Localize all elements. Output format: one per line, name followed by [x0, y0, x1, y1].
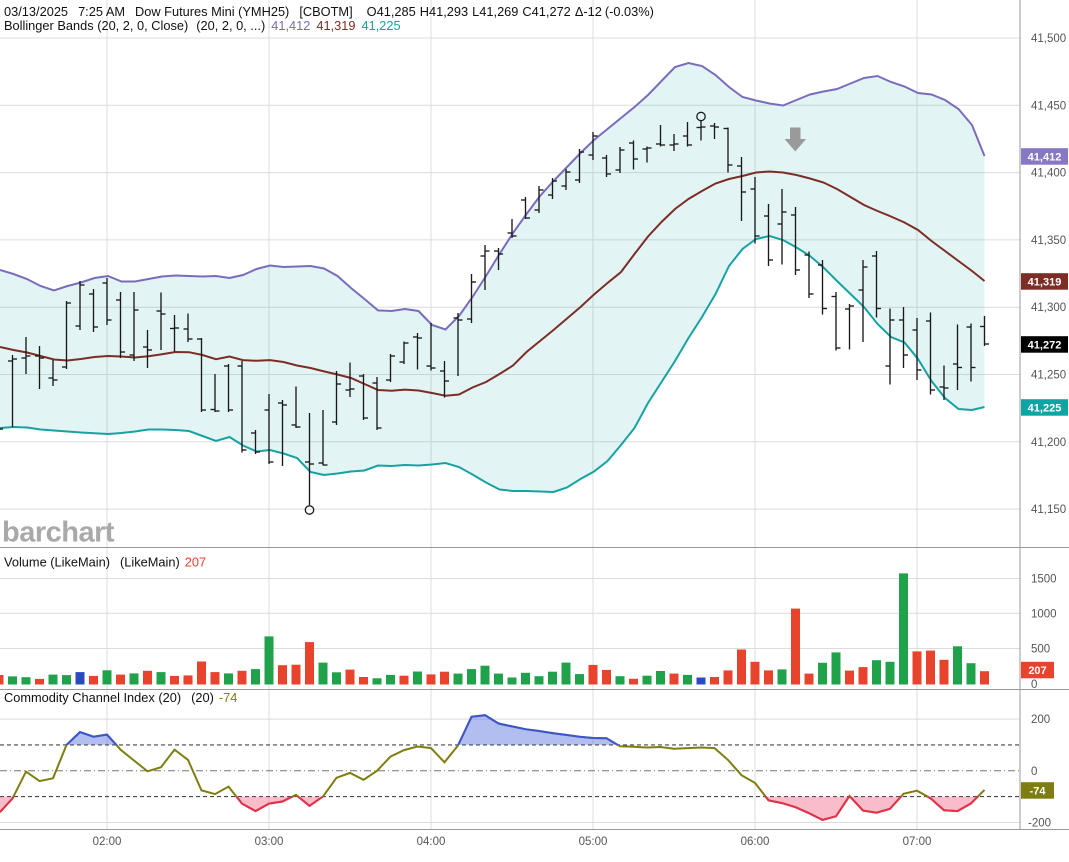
svg-text:41,500: 41,500	[1031, 33, 1066, 45]
svg-text:41,450: 41,450	[1031, 100, 1066, 112]
svg-text:41,225: 41,225	[1028, 403, 1062, 415]
svg-text:Commodity Channel Index (20)(2: Commodity Channel Index (20) (20) -74	[4, 690, 237, 705]
svg-text:500: 500	[1031, 644, 1050, 656]
svg-text:41,200: 41,200	[1031, 437, 1066, 449]
svg-text:05:00: 05:00	[579, 836, 608, 848]
svg-text:41,412: 41,412	[1028, 152, 1062, 164]
svg-text:41,150: 41,150	[1031, 504, 1066, 516]
svg-text:41,350: 41,350	[1031, 235, 1066, 247]
svg-text:0: 0	[1031, 766, 1037, 778]
svg-text:41,272: 41,272	[1028, 340, 1062, 352]
svg-text:03:00: 03:00	[255, 836, 284, 848]
svg-text:41,250: 41,250	[1031, 370, 1066, 382]
svg-text:207: 207	[1028, 665, 1046, 677]
svg-text:-74: -74	[1030, 786, 1047, 798]
svg-text:-200: -200	[1028, 818, 1051, 830]
svg-text:Volume (LikeMain)(LikeMain)207: Volume (LikeMain) (LikeMain) 207	[4, 555, 206, 570]
svg-text:1000: 1000	[1031, 608, 1057, 620]
svg-text:41,300: 41,300	[1031, 302, 1066, 314]
svg-text:07:00: 07:00	[903, 836, 932, 848]
svg-text:41,319: 41,319	[1028, 277, 1062, 289]
svg-text:41,400: 41,400	[1031, 168, 1066, 180]
svg-text:0: 0	[1031, 679, 1037, 691]
svg-text:06:00: 06:00	[741, 836, 770, 848]
svg-text:barchart: barchart	[2, 517, 115, 549]
svg-text:1500: 1500	[1031, 574, 1057, 586]
svg-text:02:00: 02:00	[93, 836, 122, 848]
svg-text:04:00: 04:00	[417, 836, 446, 848]
svg-text:200: 200	[1031, 714, 1050, 726]
svg-text:Bollinger Bands (20, 2, 0, Clo: Bollinger Bands (20, 2, 0, Close) (20, 2,…	[4, 18, 401, 33]
